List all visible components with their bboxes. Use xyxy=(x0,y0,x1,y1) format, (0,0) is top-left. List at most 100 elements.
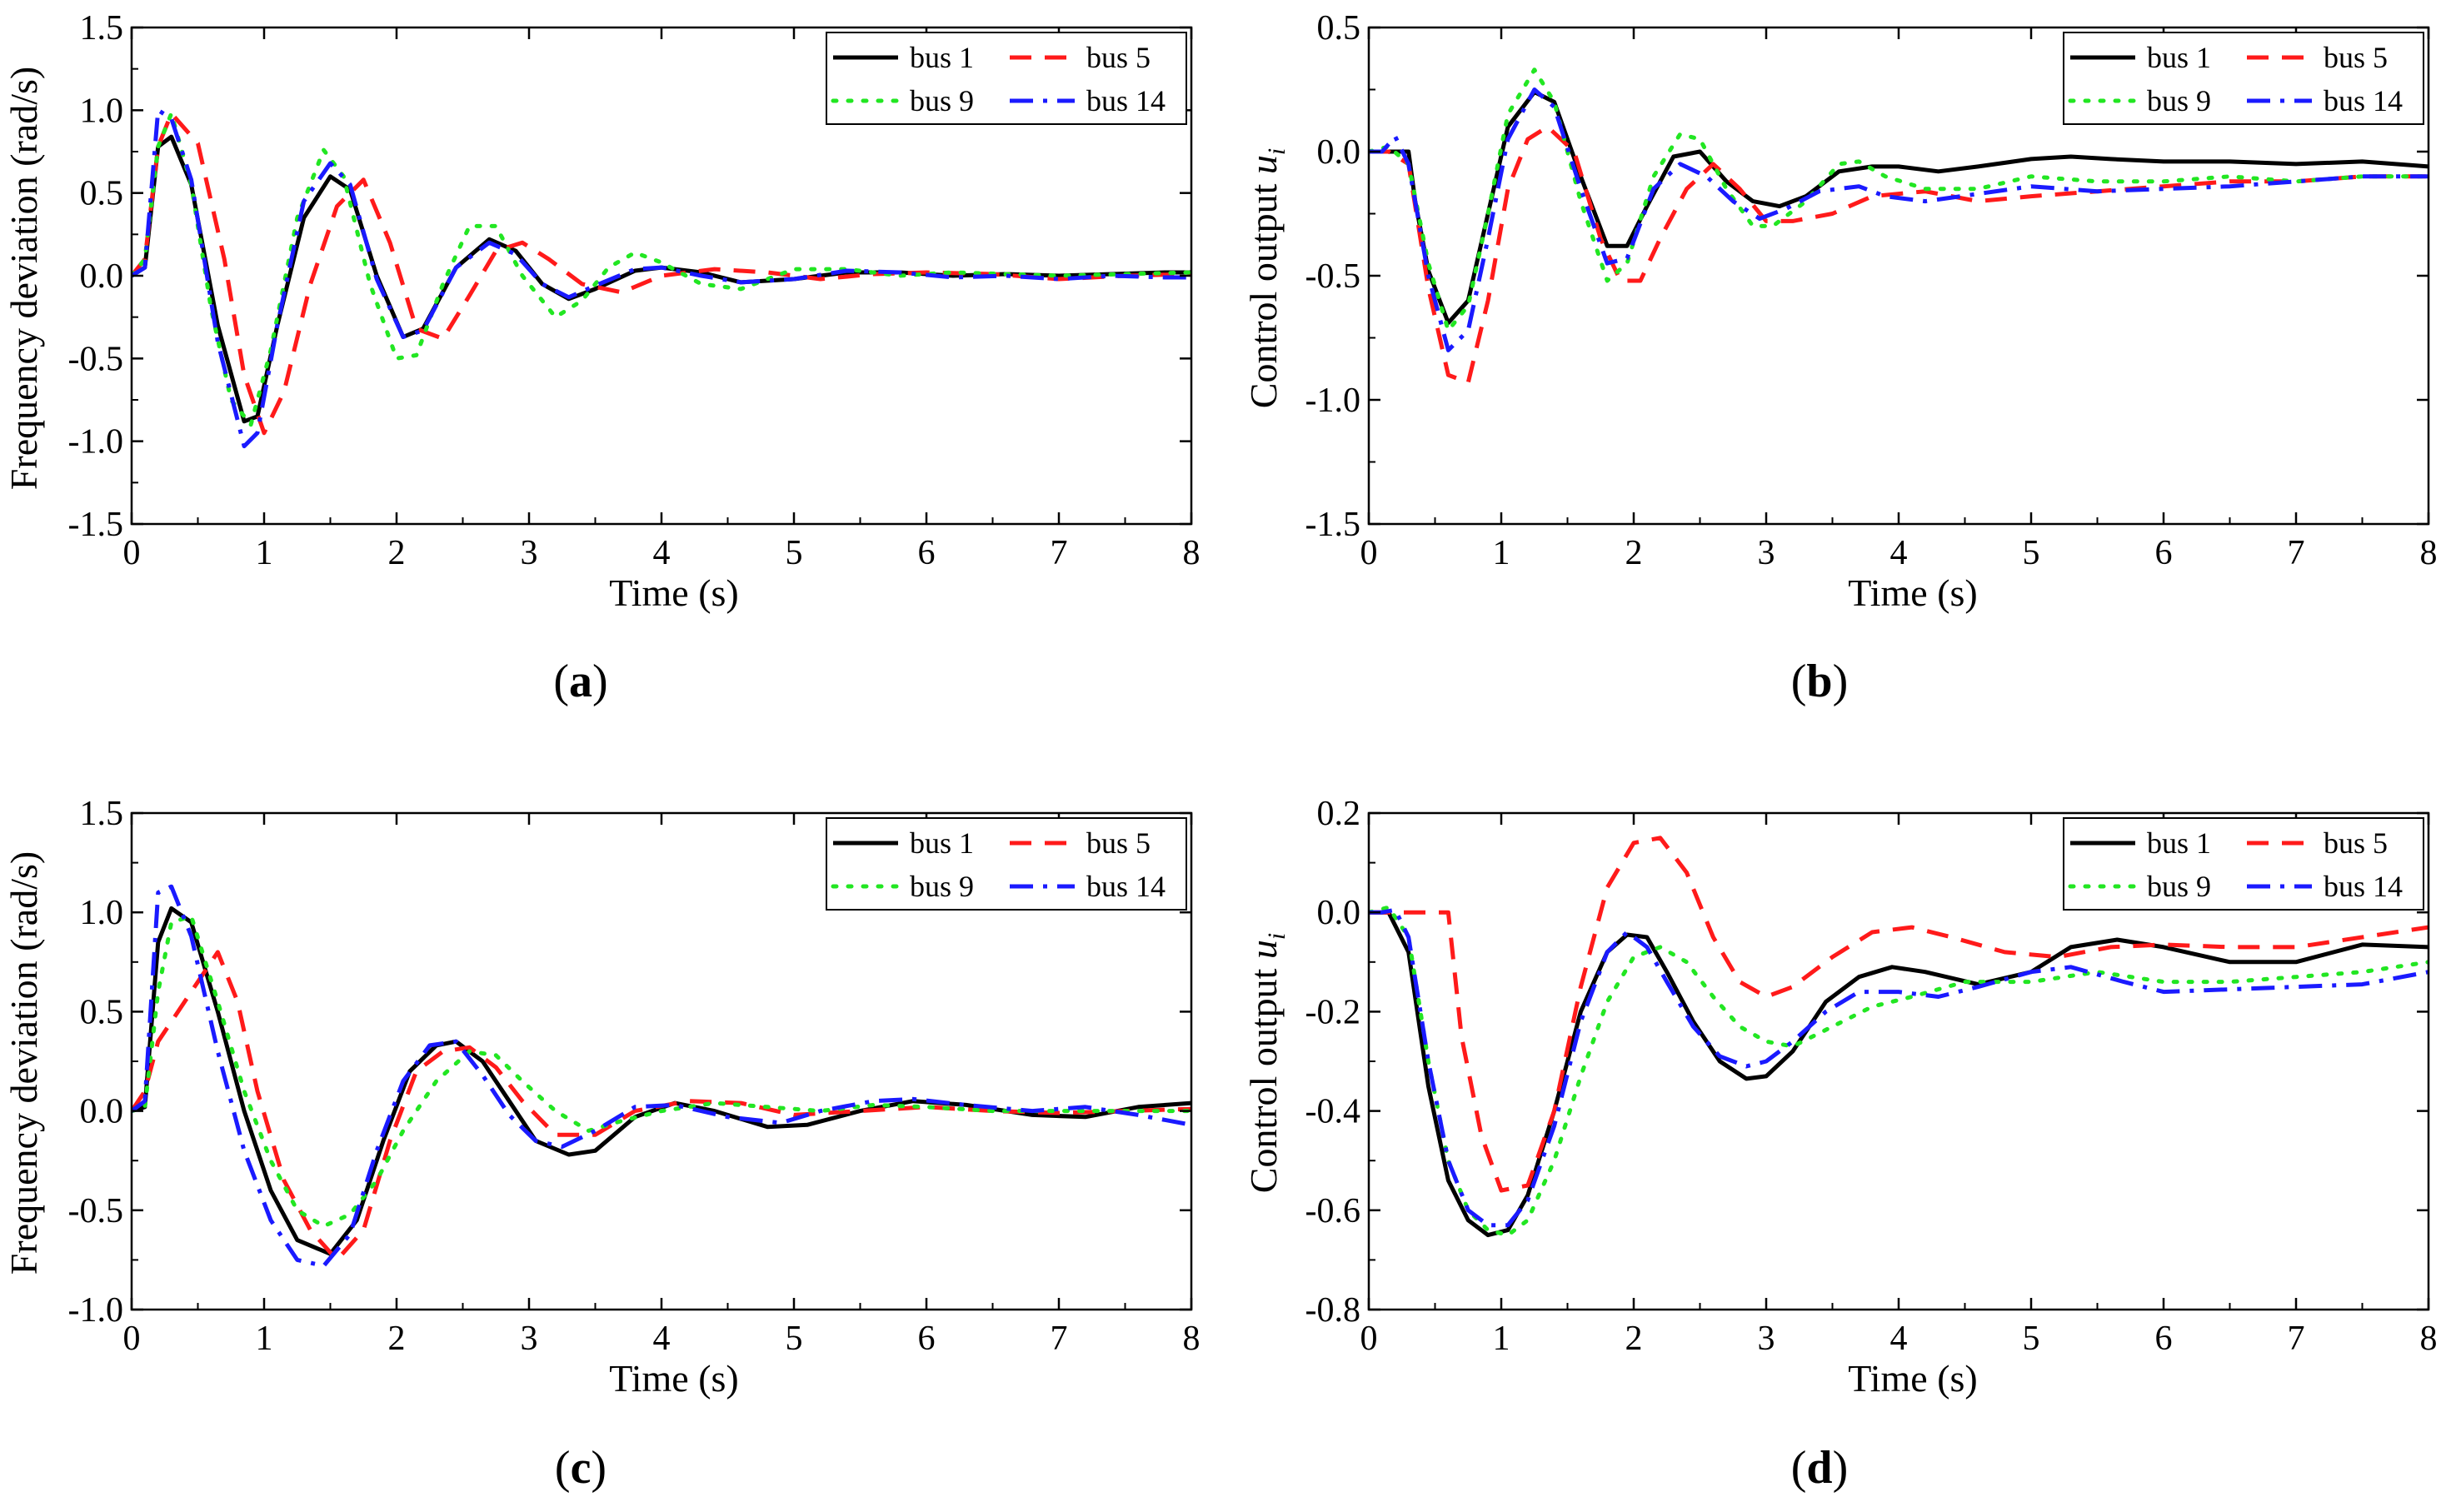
x-tick-label: 8 xyxy=(2420,1320,2438,1358)
series-line-bus-9 xyxy=(1369,905,2429,1238)
x-tick-label: 8 xyxy=(1183,534,1201,572)
y-tick-label: 0.2 xyxy=(1317,795,1361,833)
x-tick-label: 2 xyxy=(1625,1320,1643,1358)
y-tick-label: -1.5 xyxy=(68,506,124,544)
x-tick-label: 7 xyxy=(2288,534,2305,572)
x-tick-label: 0 xyxy=(123,534,141,572)
x-tick-label: 1 xyxy=(1493,534,1510,572)
x-tick-label: 5 xyxy=(2023,534,2040,572)
series-line-bus-5 xyxy=(132,950,1191,1262)
legend: bus 1 bus 5 bus 9 bus 14 xyxy=(2063,817,2424,911)
x-tick-label: 1 xyxy=(256,1320,273,1358)
panel-label-b: (b) xyxy=(1791,656,1848,707)
legend: bus 1 bus 5 bus 9 bus 14 xyxy=(2063,32,2424,125)
x-tick-label: 2 xyxy=(388,534,406,572)
legend-box xyxy=(2063,32,2424,125)
y-tick-label: 0.0 xyxy=(1317,133,1361,172)
panel-label-d: (d) xyxy=(1791,1442,1848,1494)
x-tick-label: 6 xyxy=(2155,534,2173,572)
y-axis-label-b: Control output ui xyxy=(1242,148,1290,408)
legend: bus 1 bus 5 bus 9 bus 14 xyxy=(826,817,1187,911)
x-tick-label: 4 xyxy=(1890,534,1908,572)
x-axis-label-b: Time (s) xyxy=(1848,571,1978,614)
legend-label-bus-5: bus 5 xyxy=(1086,41,1151,74)
y-tick-label: 0.0 xyxy=(1317,894,1361,932)
legend-label-bus-1: bus 1 xyxy=(2147,826,2211,860)
x-tick-label: 7 xyxy=(1051,1320,1068,1358)
legend-label-bus-1: bus 1 xyxy=(2147,41,2211,74)
y-tick-label: 1.0 xyxy=(80,92,124,130)
x-tick-label: 5 xyxy=(786,1320,803,1358)
x-tick-label: 4 xyxy=(653,534,671,572)
legend-box xyxy=(2063,817,2424,911)
y-axis-label-a: Frequency deviation (rad/s) xyxy=(2,67,45,490)
x-tick-label: 5 xyxy=(2023,1320,2040,1358)
y-tick-label: 0.0 xyxy=(80,257,124,296)
series-line-bus-1 xyxy=(1369,910,2429,1238)
legend-label-bus-5: bus 5 xyxy=(1086,826,1151,860)
y-tick-label: -0.2 xyxy=(1305,993,1361,1031)
legend-label-bus-9: bus 9 xyxy=(2147,870,2211,903)
legend-label-bus-14: bus 14 xyxy=(2324,84,2403,117)
x-tick-label: 0 xyxy=(123,1320,141,1358)
legend-box xyxy=(826,32,1187,125)
y-tick-label: 1.0 xyxy=(80,894,124,932)
x-tick-label: 4 xyxy=(1890,1320,1908,1358)
y-axis-label-c: Frequency deviation (rad/s) xyxy=(2,851,45,1275)
x-tick-label: 8 xyxy=(1183,1320,1201,1358)
y-tick-label: -1.0 xyxy=(68,1291,124,1330)
legend-label-bus-1: bus 1 xyxy=(910,826,974,860)
series-group xyxy=(132,107,1191,449)
y-tick-label: -0.5 xyxy=(68,1192,124,1230)
x-tick-label: 3 xyxy=(1758,534,1775,572)
legend-label-bus-9: bus 9 xyxy=(910,84,974,117)
series-line-bus-5 xyxy=(1369,836,2429,1193)
y-tick-label: 1.5 xyxy=(80,9,124,47)
series-line-bus-14 xyxy=(1369,87,2429,352)
legend-label-bus-14: bus 14 xyxy=(2324,870,2403,903)
x-tick-label: 6 xyxy=(2155,1320,2173,1358)
series-group xyxy=(132,884,1191,1269)
y-tick-label: -1.0 xyxy=(68,423,124,462)
x-tick-label: 1 xyxy=(256,534,273,572)
legend-label-bus-1: bus 1 xyxy=(910,41,974,74)
series-line-bus-1 xyxy=(1369,90,2429,326)
series-line-bus-1 xyxy=(132,906,1191,1256)
legend: bus 1 bus 5 bus 9 bus 14 xyxy=(826,32,1187,125)
x-tick-label: 2 xyxy=(1625,534,1643,572)
y-tick-label: -0.5 xyxy=(68,340,124,378)
series-group xyxy=(1369,836,2429,1238)
legend-box xyxy=(826,817,1187,911)
series-line-bus-14 xyxy=(1369,907,2429,1228)
series-group xyxy=(1369,67,2429,385)
x-axis-label-d: Time (s) xyxy=(1848,1357,1978,1400)
series-line-bus-14 xyxy=(132,884,1191,1269)
legend-label-bus-14: bus 14 xyxy=(1086,84,1166,117)
x-tick-label: 6 xyxy=(918,1320,936,1358)
x-tick-label: 3 xyxy=(521,534,538,572)
x-tick-label: 7 xyxy=(2288,1320,2305,1358)
x-tick-label: 3 xyxy=(521,1320,538,1358)
y-tick-label: -1.5 xyxy=(1305,506,1361,544)
y-tick-label: -0.6 xyxy=(1305,1192,1361,1230)
x-tick-label: 8 xyxy=(2420,534,2438,572)
panel-label-a: (a) xyxy=(553,656,607,707)
x-tick-label: 7 xyxy=(1051,534,1068,572)
y-tick-label: 0.0 xyxy=(80,1093,124,1131)
y-tick-label: 0.5 xyxy=(80,175,124,213)
panel-label-c: (c) xyxy=(555,1442,607,1494)
y-tick-label: 1.5 xyxy=(80,795,124,833)
y-tick-label: -0.4 xyxy=(1305,1093,1361,1131)
y-tick-label: 0.5 xyxy=(1317,9,1361,47)
x-axis-label-a: Time (s) xyxy=(609,571,739,614)
series-line-bus-14 xyxy=(132,107,1191,449)
x-tick-label: 6 xyxy=(918,534,936,572)
x-tick-label: 2 xyxy=(388,1320,406,1358)
